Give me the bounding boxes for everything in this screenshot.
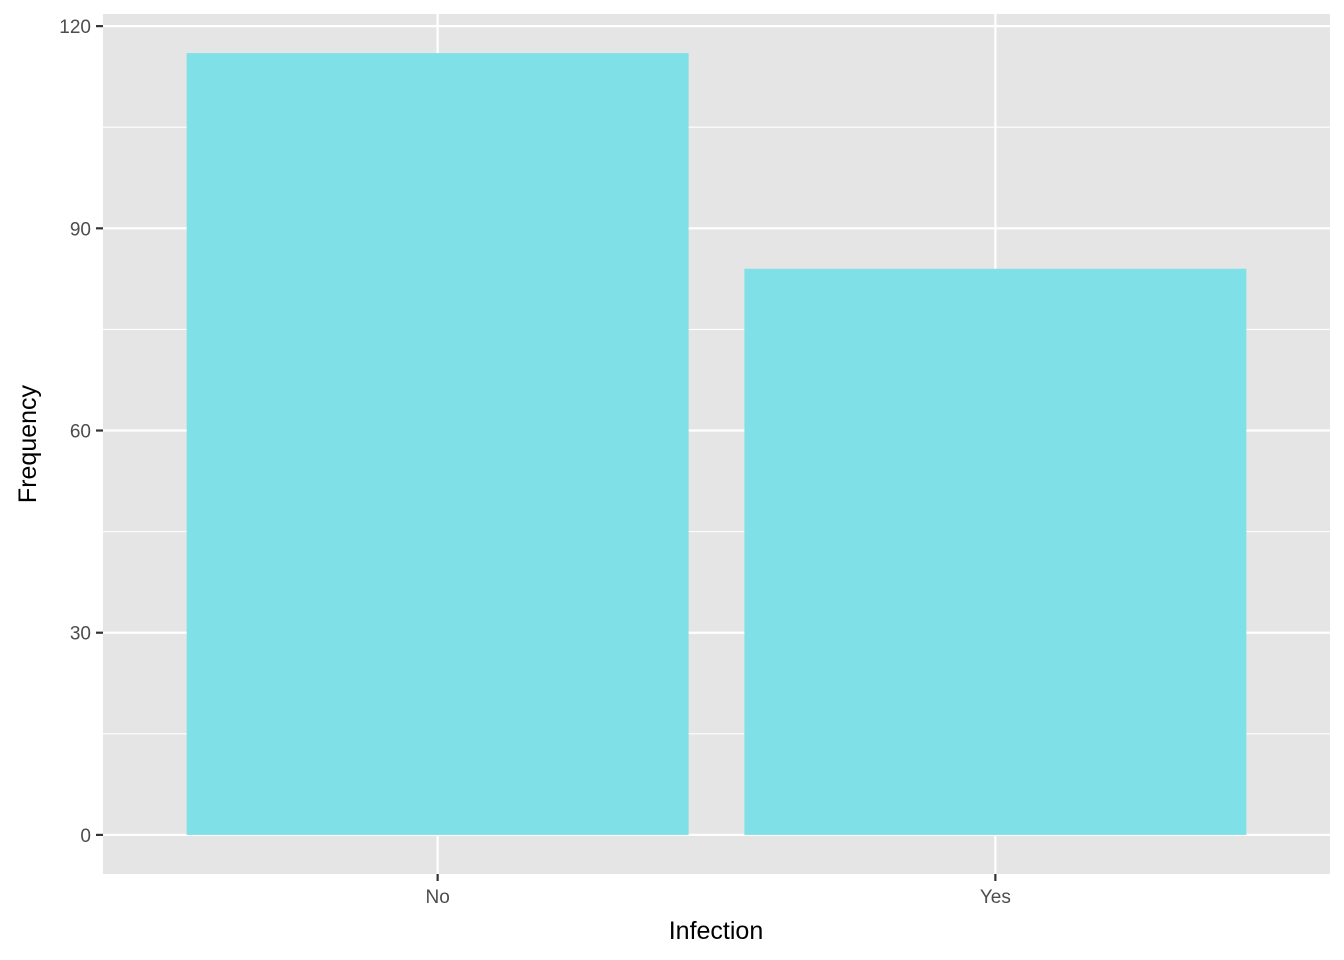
y-tick-label: 30 — [70, 624, 91, 645]
y-axis-title: Frequency — [14, 384, 42, 503]
bar-yes — [744, 268, 1247, 835]
x-tick-label: Yes — [980, 887, 1011, 908]
y-tick-label: 120 — [59, 17, 91, 38]
x-tick-label: No — [425, 887, 449, 908]
y-tick-label: 0 — [80, 826, 91, 847]
bars — [186, 53, 1247, 835]
x-axis: No Yes — [425, 874, 1011, 908]
y-tick-label: 90 — [70, 219, 91, 240]
y-tick-label: 60 — [70, 422, 91, 443]
x-axis-title: Infection — [669, 917, 764, 945]
bar-no — [186, 53, 689, 835]
y-axis: 0 30 60 90 120 — [59, 17, 103, 847]
